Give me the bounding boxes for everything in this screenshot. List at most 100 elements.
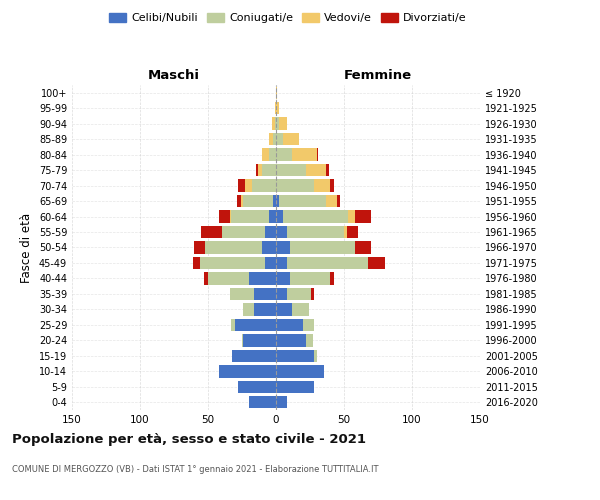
Bar — [276, 272, 290, 284]
Bar — [273, 133, 276, 145]
Bar — [368, 257, 385, 269]
Bar — [292, 303, 308, 316]
Bar — [276, 288, 287, 300]
Bar — [194, 242, 205, 254]
Bar — [276, 102, 279, 115]
Text: Popolazione per età, sesso e stato civile - 2021: Popolazione per età, sesso e stato civil… — [12, 432, 366, 446]
Bar — [262, 148, 269, 161]
Bar — [276, 396, 287, 408]
Bar — [303, 318, 314, 331]
Legend: Celibi/Nubili, Coniugati/e, Vedovi/e, Divorziati/e: Celibi/Nubili, Coniugati/e, Vedovi/e, Di… — [105, 8, 471, 28]
Bar — [201, 226, 221, 238]
Bar — [254, 288, 276, 300]
Bar — [331, 272, 334, 284]
Bar — [231, 318, 235, 331]
Bar — [326, 164, 329, 176]
Bar — [275, 102, 276, 115]
Bar — [347, 226, 358, 238]
Bar — [256, 164, 259, 176]
Bar — [314, 350, 317, 362]
Bar — [262, 242, 276, 254]
Bar — [306, 164, 326, 176]
Bar — [275, 118, 276, 130]
Bar — [276, 226, 287, 238]
Bar — [276, 380, 314, 393]
Bar — [236, 195, 241, 207]
Bar — [205, 242, 262, 254]
Text: Femmine: Femmine — [344, 69, 412, 82]
Text: COMUNE DI MERGOZZO (VB) - Dati ISTAT 1° gennaio 2021 - Elaborazione TUTTITALIA.I: COMUNE DI MERGOZZO (VB) - Dati ISTAT 1° … — [12, 465, 379, 474]
Bar — [244, 334, 276, 346]
Bar — [221, 226, 265, 238]
Bar — [269, 133, 273, 145]
Bar — [235, 318, 276, 331]
Bar — [276, 180, 314, 192]
Bar — [276, 303, 292, 316]
Bar — [317, 148, 318, 161]
Text: Maschi: Maschi — [148, 69, 200, 82]
Bar — [276, 350, 314, 362]
Bar — [238, 380, 276, 393]
Bar — [279, 118, 287, 130]
Bar — [219, 365, 276, 378]
Bar — [279, 195, 326, 207]
Bar — [287, 288, 311, 300]
Bar — [208, 272, 249, 284]
Bar — [269, 148, 276, 161]
Bar — [355, 210, 371, 222]
Bar — [276, 148, 292, 161]
Bar — [326, 195, 337, 207]
Bar — [276, 242, 290, 254]
Bar — [251, 180, 276, 192]
Bar — [230, 288, 254, 300]
Bar — [311, 288, 314, 300]
Bar — [244, 195, 273, 207]
Bar — [306, 334, 313, 346]
Bar — [283, 210, 348, 222]
Y-axis label: Fasce di età: Fasce di età — [20, 212, 33, 282]
Bar — [249, 272, 276, 284]
Bar — [276, 118, 279, 130]
Bar — [283, 133, 299, 145]
Bar — [245, 180, 251, 192]
Bar — [254, 303, 276, 316]
Bar — [232, 350, 276, 362]
Bar — [238, 180, 245, 192]
Bar — [290, 272, 331, 284]
Bar — [262, 164, 276, 176]
Bar — [231, 210, 269, 222]
Bar — [344, 226, 347, 238]
Bar — [287, 226, 344, 238]
Bar — [273, 195, 276, 207]
Bar — [290, 242, 355, 254]
Bar — [241, 195, 244, 207]
Bar — [331, 180, 334, 192]
Bar — [276, 210, 283, 222]
Bar — [276, 334, 306, 346]
Bar — [204, 272, 208, 284]
Bar — [272, 118, 275, 130]
Bar — [249, 396, 276, 408]
Bar — [242, 334, 244, 346]
Bar — [265, 226, 276, 238]
Bar — [219, 210, 230, 222]
Bar — [259, 164, 262, 176]
Bar — [265, 257, 276, 269]
Bar — [276, 164, 306, 176]
Bar — [292, 148, 317, 161]
Bar — [193, 257, 200, 269]
Bar — [276, 318, 303, 331]
Bar — [276, 257, 287, 269]
Bar — [200, 257, 265, 269]
Bar — [230, 210, 231, 222]
Bar — [287, 257, 368, 269]
Bar — [355, 242, 371, 254]
Bar — [276, 133, 283, 145]
Bar — [269, 210, 276, 222]
Bar — [276, 86, 277, 99]
Bar — [337, 195, 340, 207]
Bar — [348, 210, 355, 222]
Bar — [314, 180, 331, 192]
Bar — [276, 365, 323, 378]
Bar — [276, 195, 279, 207]
